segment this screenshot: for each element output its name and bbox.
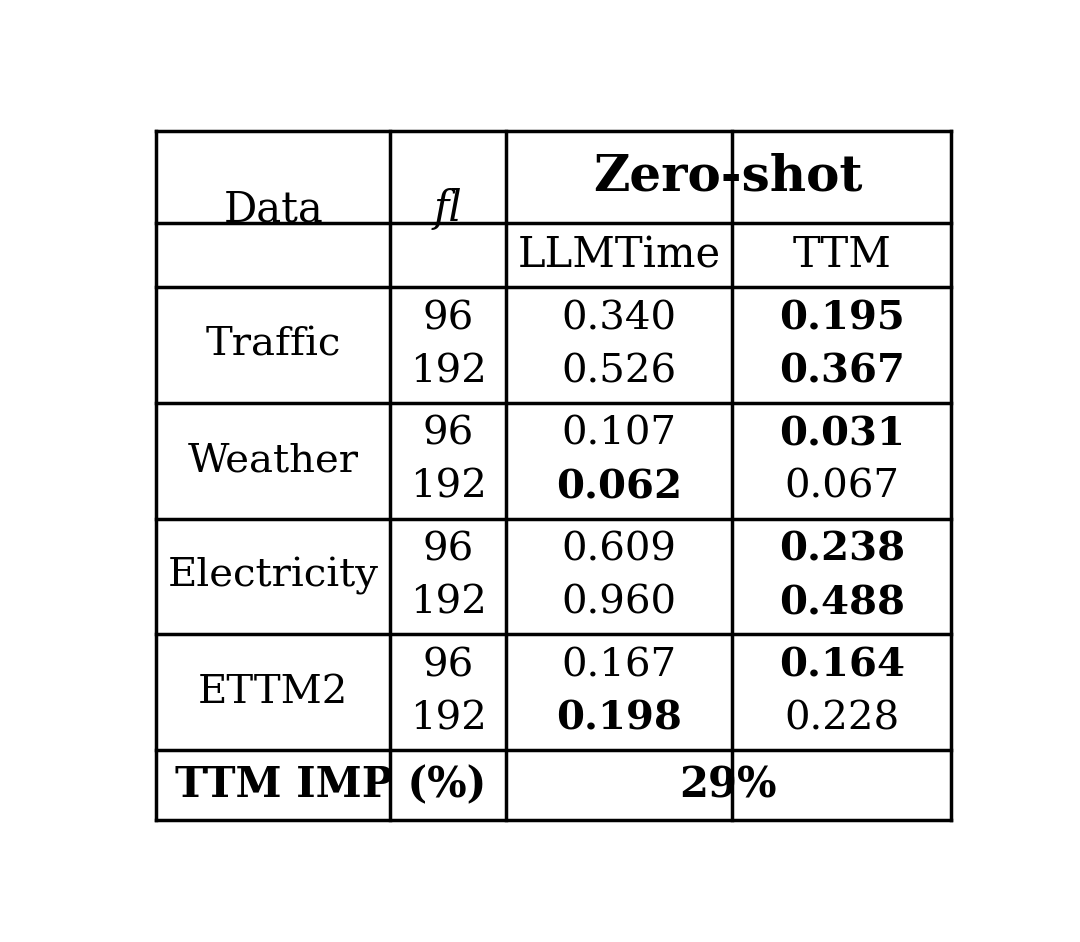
Text: ETTM2: ETTM2 (198, 674, 349, 710)
Text: 0.198: 0.198 (556, 700, 683, 738)
Text: 29%: 29% (679, 764, 778, 806)
Text: 0.488: 0.488 (779, 584, 905, 622)
Text: fl: fl (434, 188, 462, 230)
Text: 192: 192 (409, 585, 487, 622)
Text: 96: 96 (422, 415, 474, 453)
Text: Data: Data (224, 188, 323, 230)
Text: 0.062: 0.062 (556, 468, 683, 507)
Text: Weather: Weather (188, 443, 359, 479)
Text: 0.238: 0.238 (779, 531, 905, 569)
Text: 96: 96 (422, 531, 474, 568)
Text: 0.340: 0.340 (562, 300, 676, 337)
Text: 96: 96 (422, 647, 474, 684)
Text: Electricity: Electricity (167, 558, 379, 595)
Text: 0.367: 0.367 (779, 353, 905, 391)
Text: Traffic: Traffic (205, 327, 341, 364)
Text: Zero-shot: Zero-shot (594, 153, 863, 202)
Text: 0.067: 0.067 (784, 469, 900, 506)
Text: 0.609: 0.609 (562, 531, 676, 568)
Text: 0.526: 0.526 (562, 353, 677, 390)
Text: 0.960: 0.960 (562, 585, 676, 622)
Text: 0.031: 0.031 (779, 415, 905, 453)
Text: 0.167: 0.167 (562, 647, 677, 684)
Text: 96: 96 (422, 300, 474, 337)
Text: 192: 192 (409, 700, 487, 738)
Text: LLMTime: LLMTime (517, 235, 720, 276)
Text: 0.195: 0.195 (779, 300, 905, 337)
Text: 0.164: 0.164 (779, 646, 905, 685)
Text: 0.228: 0.228 (784, 700, 900, 738)
Text: TTM IMP (%): TTM IMP (%) (175, 764, 487, 806)
Text: 0.107: 0.107 (562, 415, 676, 453)
Text: 192: 192 (409, 353, 487, 390)
Text: TTM: TTM (793, 235, 891, 276)
Text: 192: 192 (409, 469, 487, 506)
